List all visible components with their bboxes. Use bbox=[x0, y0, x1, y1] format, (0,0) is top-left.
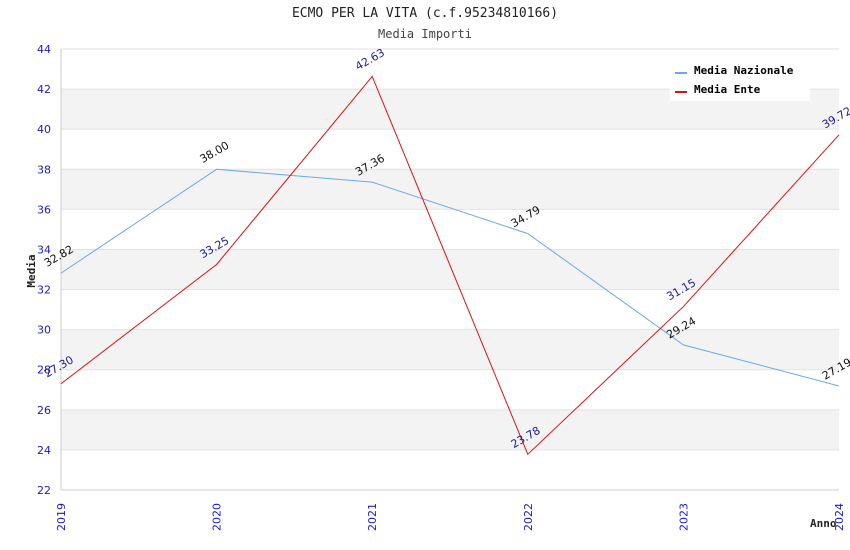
y-tick-labels: 22 24 26 28 30 32 34 36 38 40 42 44 bbox=[37, 43, 51, 497]
grid-band bbox=[61, 329, 839, 370]
x-tick-label: 2023 bbox=[677, 503, 690, 531]
legend-box bbox=[670, 59, 810, 101]
data-label: 42.63 bbox=[353, 46, 387, 73]
legend-entry: Media Nazionale bbox=[694, 64, 794, 77]
legend: Media Nazionale Media Ente bbox=[670, 59, 810, 101]
grid-band bbox=[61, 169, 839, 210]
y-tick-label: 28 bbox=[37, 364, 51, 377]
y-tick-label: 32 bbox=[37, 284, 51, 297]
y-axis-title: Media bbox=[25, 254, 38, 287]
y-tick-label: 38 bbox=[37, 163, 51, 176]
grid-band bbox=[61, 249, 839, 290]
x-tick-label: 2021 bbox=[366, 503, 379, 531]
chart-subtitle: Media Importi bbox=[378, 27, 472, 41]
x-tick-label: 2022 bbox=[522, 503, 535, 531]
data-label: 38.00 bbox=[198, 139, 232, 166]
chart-title: ECMO PER LA VITA (c.f.95234810166) bbox=[291, 6, 559, 21]
x-tick-label: 2024 bbox=[833, 503, 846, 531]
y-tick-label: 26 bbox=[37, 404, 51, 417]
y-tick-label: 42 bbox=[37, 83, 51, 96]
series-lines bbox=[60, 75, 840, 456]
x-tick-labels: 2019 2020 2021 2022 2023 2024 bbox=[55, 503, 846, 531]
y-tick-label: 40 bbox=[37, 123, 51, 136]
x-tick-label: 2019 bbox=[55, 503, 68, 531]
series-line bbox=[60, 75, 840, 456]
gridlines bbox=[61, 48, 839, 491]
legend-entry: Media Ente bbox=[694, 83, 761, 96]
y-tick-label: 24 bbox=[37, 444, 51, 457]
grid-band bbox=[61, 409, 839, 450]
y-tick-label: 34 bbox=[37, 243, 51, 256]
y-tick-label: 44 bbox=[37, 43, 51, 56]
grid-bands bbox=[61, 89, 839, 450]
y-tick-label: 36 bbox=[37, 203, 51, 216]
x-tick-label: 2020 bbox=[211, 503, 224, 531]
y-tick-label: 30 bbox=[37, 324, 51, 337]
y-tick-label: 22 bbox=[37, 484, 51, 497]
axes bbox=[60, 49, 839, 491]
series-line bbox=[60, 168, 840, 387]
x-axis-title: Anno bbox=[810, 517, 837, 530]
